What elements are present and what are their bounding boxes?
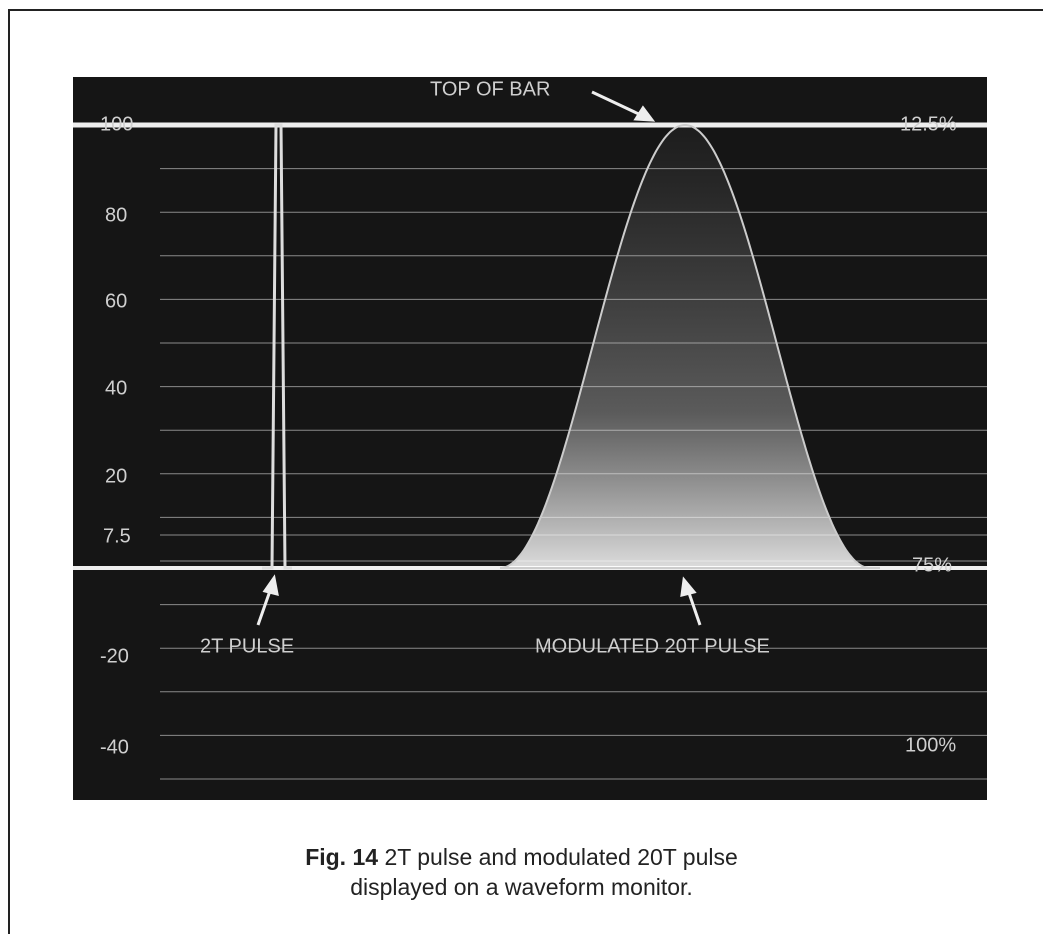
annotation: 2T PULSE (200, 635, 294, 657)
annotation: MODULATED 20T PULSE (535, 635, 770, 657)
scale-label: 20 (105, 465, 127, 487)
caption: Fig. 14 2T pulse and modulated 20T pulse… (0, 842, 1043, 902)
scale-label: 40 (105, 377, 127, 399)
frame (8, 9, 1043, 11)
2t-pulse-trace (262, 123, 292, 570)
arrows (256, 90, 702, 626)
scale-label: 7.5 (103, 525, 131, 547)
scale-label: 60 (105, 290, 127, 312)
scale-label: 100 (100, 113, 133, 135)
screen (73, 77, 987, 800)
20t-pulse-trace (499, 124, 880, 569)
scale-label: 75% (912, 554, 952, 576)
scale-label: 12.5% (900, 113, 957, 135)
scale-label: -40 (100, 736, 129, 758)
caption-text: 2T pulse and modulated 20T pulse (384, 844, 738, 870)
caption-text: displayed on a waveform monitor. (350, 874, 693, 900)
waveform-photo: 100 80 60 40 20 7.5 -20 -40 12.5% 75% 10… (73, 77, 987, 800)
scale-label: 80 (105, 204, 127, 226)
caption-label: Fig. 14 (305, 844, 379, 870)
scale-label: -20 (100, 645, 129, 667)
scale-label: 100% (905, 734, 956, 756)
frame (8, 9, 10, 934)
annotation: TOP OF BAR (430, 78, 550, 100)
